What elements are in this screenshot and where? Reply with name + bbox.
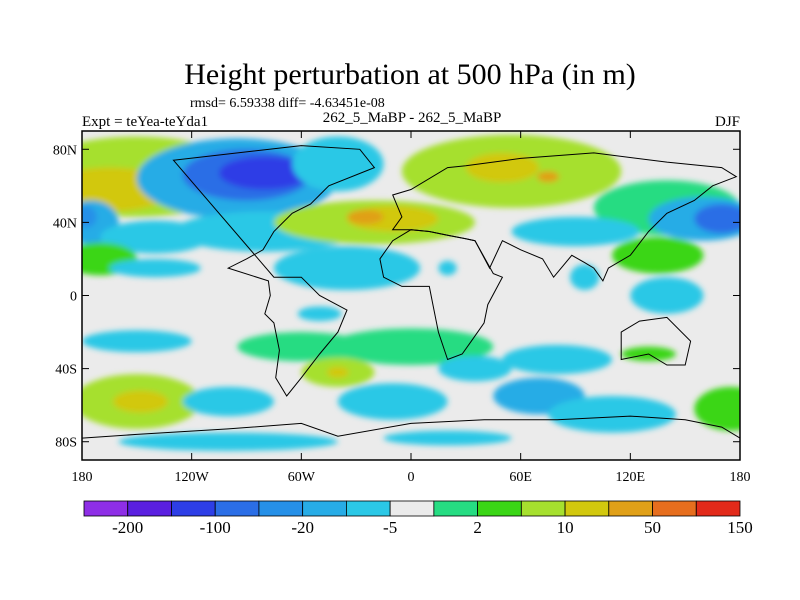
x-tick-label: 180 <box>730 470 751 485</box>
y-tick-label: 0 <box>70 290 77 305</box>
colorbar-box <box>520 500 566 517</box>
y-tick-label: 40S <box>55 363 77 378</box>
x-tick-label: 0 <box>408 470 415 485</box>
colorbar-box <box>564 500 610 517</box>
colorbar-boxes <box>83 500 741 517</box>
field-blob <box>297 306 342 322</box>
colorbar-box <box>214 500 260 517</box>
field-blob <box>511 216 640 247</box>
field-blob <box>326 366 349 378</box>
field-blob <box>237 332 366 362</box>
chart-title: Height perturbation at 500 hPa (in m) <box>184 58 636 91</box>
field-blob <box>182 386 274 417</box>
field-blob <box>219 156 311 190</box>
field-blob <box>548 396 677 433</box>
x-tick-label: 60E <box>509 470 532 485</box>
field-blob <box>82 330 192 353</box>
coastline <box>620 316 692 366</box>
x-tick-label: 180 <box>72 470 93 485</box>
field-blob <box>465 152 539 183</box>
field-blob <box>347 209 384 225</box>
colorbar-label: -100 <box>200 518 231 537</box>
colorbar-box <box>302 500 347 517</box>
field-blob <box>438 355 512 382</box>
colorbar-box <box>695 500 741 517</box>
coastline-outline <box>82 145 740 460</box>
colorbar-box <box>171 500 216 517</box>
colorbar-label: -5 <box>383 518 397 537</box>
y-tick-label: 80N <box>53 143 77 158</box>
contour-field <box>82 134 740 451</box>
colorbar-label: 150 <box>727 518 753 537</box>
field-blob <box>273 246 421 291</box>
field-blob <box>502 344 613 375</box>
colorbar: -200 -100 -20 -5 2 10 50 150 <box>83 500 753 537</box>
field-blob <box>109 258 201 278</box>
colorbar-box <box>345 500 391 517</box>
colorbar-box <box>608 500 653 517</box>
x-tick-label: 120E <box>616 470 646 485</box>
x-axis: 180 120W 60W 0 60E 120E 180 <box>72 131 751 485</box>
colorbar-label: 50 <box>644 518 661 537</box>
y-axis: 80N 40N 0 40S 80S <box>53 143 740 451</box>
field-blob <box>630 277 704 314</box>
case-label: 262_5_MaBP - 262_5_MaBP <box>323 110 502 126</box>
colorbar-label: -200 <box>112 518 143 537</box>
field-blob <box>82 205 97 228</box>
stats-label: rmsd= 6.59338 diff= -4.63451e-08 <box>190 96 385 111</box>
field-blob <box>328 328 494 365</box>
field-blob <box>694 204 740 234</box>
experiment-label: Expt = teYea-teYda1 <box>82 114 208 130</box>
colorbar-box <box>433 500 479 517</box>
colorbar-label: 10 <box>557 518 574 537</box>
map-plot-area <box>81 130 741 461</box>
field-blob <box>292 136 384 192</box>
field-blob <box>537 171 560 183</box>
colorbar-label: -20 <box>291 518 314 537</box>
y-tick-label: 80S <box>55 436 77 451</box>
x-tick-label: 120W <box>175 470 210 485</box>
field-blob <box>694 386 740 431</box>
colorbar-box <box>389 500 435 517</box>
field-blob <box>113 390 168 413</box>
colorbar-labels: -200 -100 -20 -5 2 10 50 150 <box>112 518 753 537</box>
colorbar-label: 2 <box>473 518 482 537</box>
coastline <box>82 415 740 460</box>
field-blob <box>118 432 338 451</box>
season-label: DJF <box>715 114 740 130</box>
colorbar-box <box>258 500 304 517</box>
colorbar-box <box>477 500 522 517</box>
field-blob <box>337 383 448 420</box>
coastline <box>379 229 504 361</box>
field-blob <box>570 264 600 291</box>
colorbar-box <box>127 500 172 517</box>
y-tick-label: 40N <box>53 216 77 231</box>
x-tick-label: 60W <box>288 470 316 485</box>
coastline <box>172 145 376 397</box>
field-blob <box>612 237 704 274</box>
colorbar-box <box>652 500 697 517</box>
field-blob <box>438 260 457 276</box>
colorbar-box <box>83 500 129 517</box>
field-blob <box>383 430 512 446</box>
